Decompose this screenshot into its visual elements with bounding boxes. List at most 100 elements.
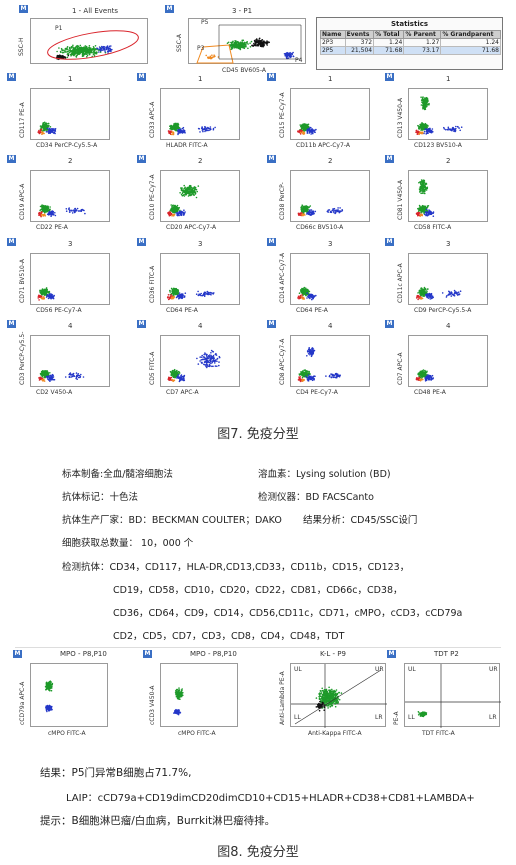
event-dot <box>185 189 187 191</box>
event-dot <box>300 206 303 209</box>
event-dot <box>186 189 189 191</box>
event-dot <box>306 297 308 299</box>
event-dot <box>180 374 183 376</box>
event-dot <box>418 125 420 128</box>
event-dot <box>230 45 232 47</box>
event-dot <box>419 188 422 190</box>
event-dot <box>301 212 303 214</box>
event-dot <box>183 184 185 187</box>
event-dot <box>261 39 264 41</box>
event-dot <box>419 292 422 294</box>
facs-plot: M <box>7 155 110 222</box>
plot-ylabel: SSC-H <box>18 37 25 56</box>
event-dot <box>44 293 47 296</box>
plot-title: 1 - All Events <box>72 7 119 15</box>
event-dot <box>209 55 212 58</box>
event-dot <box>455 125 457 128</box>
gate-label: P1 <box>55 25 63 32</box>
event-dot <box>432 211 435 213</box>
m-badge: M <box>7 73 16 81</box>
event-dot <box>72 52 74 54</box>
event-dot <box>299 129 302 131</box>
event-dot <box>209 360 212 362</box>
event-dot <box>171 378 173 381</box>
event-dot <box>310 214 312 216</box>
event-dot <box>423 97 426 99</box>
scatter-dots <box>167 122 216 136</box>
event-dot <box>39 289 41 292</box>
event-dot <box>172 213 174 216</box>
event-dot <box>419 296 422 298</box>
event-dot <box>181 375 184 378</box>
event-dot <box>41 206 43 209</box>
event-dot <box>214 362 216 364</box>
event-dot <box>216 365 218 367</box>
event-dot <box>80 208 83 211</box>
plot-title: 2 <box>328 157 333 165</box>
event-dot <box>418 212 421 214</box>
event-dot <box>109 47 111 50</box>
event-dot <box>332 210 335 212</box>
event-dot <box>314 129 316 131</box>
event-dot <box>428 211 431 213</box>
event-dot <box>214 353 217 356</box>
event-dot <box>206 360 208 362</box>
event-dot <box>44 129 46 132</box>
plot-ylabel: SSC-A <box>176 34 183 52</box>
event-dot <box>307 295 309 298</box>
event-dot <box>206 365 209 367</box>
event-dot <box>206 292 209 294</box>
event-dot <box>429 130 431 133</box>
event-dot <box>43 123 45 126</box>
event-dot <box>333 207 336 210</box>
event-dot <box>455 291 457 293</box>
event-dot <box>195 196 198 199</box>
event-dot <box>178 294 181 296</box>
event-dot <box>422 191 424 193</box>
event-dot <box>428 103 430 106</box>
event-dot <box>305 293 307 296</box>
event-dot <box>74 49 77 52</box>
scatter-dots <box>37 287 55 301</box>
event-dot <box>39 373 42 375</box>
event-dot <box>418 208 420 211</box>
event-dot <box>170 133 173 136</box>
event-dot <box>196 190 198 193</box>
scatter-dots <box>47 30 139 61</box>
event-dot <box>205 365 207 368</box>
event-dot <box>312 132 314 135</box>
event-dot <box>71 375 74 378</box>
event-dot <box>298 374 301 376</box>
event-dot <box>303 207 305 209</box>
event-dot <box>46 370 48 372</box>
event-dot <box>181 194 184 197</box>
event-dot <box>49 126 52 128</box>
event-dot <box>249 42 251 44</box>
event-dot <box>199 356 201 358</box>
event-dot <box>47 292 50 294</box>
col-header: Name <box>320 30 346 39</box>
event-dot <box>64 376 67 378</box>
event-dot <box>332 208 334 210</box>
event-dot <box>86 55 88 58</box>
event-dot <box>37 297 39 299</box>
event-dot <box>61 55 63 57</box>
event-dot <box>243 47 246 50</box>
event-dot <box>205 361 208 364</box>
event-dot <box>426 290 428 293</box>
event-dot <box>315 294 317 297</box>
event-dot <box>239 41 241 44</box>
event-dot <box>459 129 461 132</box>
facs-plot: M <box>385 73 488 140</box>
event-dot <box>172 380 174 383</box>
event-dot <box>212 354 215 357</box>
event-dot <box>215 359 217 361</box>
event-dot <box>74 51 77 53</box>
event-dot <box>75 375 78 378</box>
event-dot <box>69 48 71 50</box>
event-dot <box>174 207 176 209</box>
plot-xlabel: CD64 PE-A <box>296 307 328 314</box>
event-dot <box>110 45 112 47</box>
event-dot <box>218 364 220 367</box>
event-dot <box>67 48 69 51</box>
